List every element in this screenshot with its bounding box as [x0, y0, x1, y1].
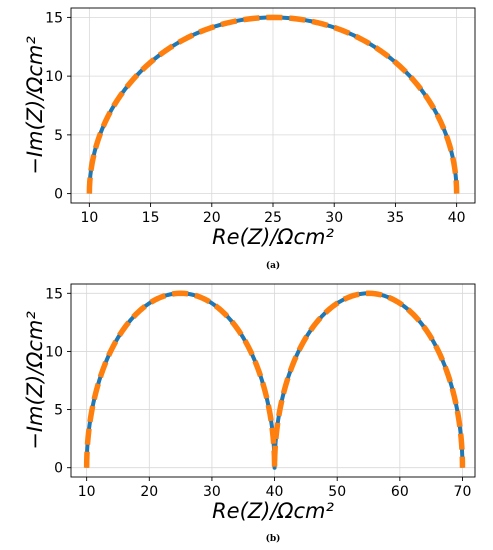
y-tick-label: 15: [45, 10, 63, 26]
x-tick-label: 40: [448, 210, 466, 226]
chart-a: 10 15 20 25 30 35 40 0 5 10 15 Re(Z)/Ωcm² −Im(Z)/Ωcm…: [23, 7, 476, 271]
x-axis-label: Re(Z)/Ωcm²: [212, 499, 334, 523]
x-tick-label: 30: [325, 210, 343, 226]
figure-caption: (b): [266, 533, 281, 544]
chart-b: 10 20 30 40 50 60 70 0 5 10 15 Re(Z)/Ωcm² −Im(Z)/Ωcm…: [23, 283, 476, 544]
x-tick-label: 40: [266, 484, 284, 500]
y-tick-label: 15: [45, 286, 63, 302]
y-tick-label: 5: [54, 403, 63, 419]
x-tick-label: 10: [80, 210, 98, 226]
figure-caption: (a): [266, 260, 280, 271]
x-tick-label: 10: [78, 484, 96, 500]
y-tick-label: 0: [54, 187, 63, 203]
plot-frame: [70, 283, 476, 478]
series-line-dashed: [83, 290, 466, 471]
x-tick-label: 25: [264, 210, 282, 226]
x-tick-label: 70: [454, 484, 472, 500]
y-axis-label: −Im(Z)/Ωcm²: [23, 311, 47, 450]
y-tick-label: 0: [54, 461, 63, 477]
x-tick-label: 60: [391, 484, 409, 500]
y-tick-label: 10: [45, 69, 63, 85]
x-axis-label: Re(Z)/Ωcm²: [212, 225, 334, 249]
x-tick-label: 35: [387, 210, 405, 226]
y-tick-label: 5: [54, 128, 63, 144]
x-tick-label: 20: [203, 210, 221, 226]
series-line-dashed: [86, 14, 460, 194]
x-tick-label: 50: [328, 484, 346, 500]
y-axis-label: −Im(Z)/Ωcm²: [23, 36, 47, 175]
x-tick-label: 30: [203, 484, 221, 500]
x-tick-label: 15: [142, 210, 160, 226]
x-tick-label: 20: [140, 484, 158, 500]
y-tick-label: 10: [45, 344, 63, 360]
